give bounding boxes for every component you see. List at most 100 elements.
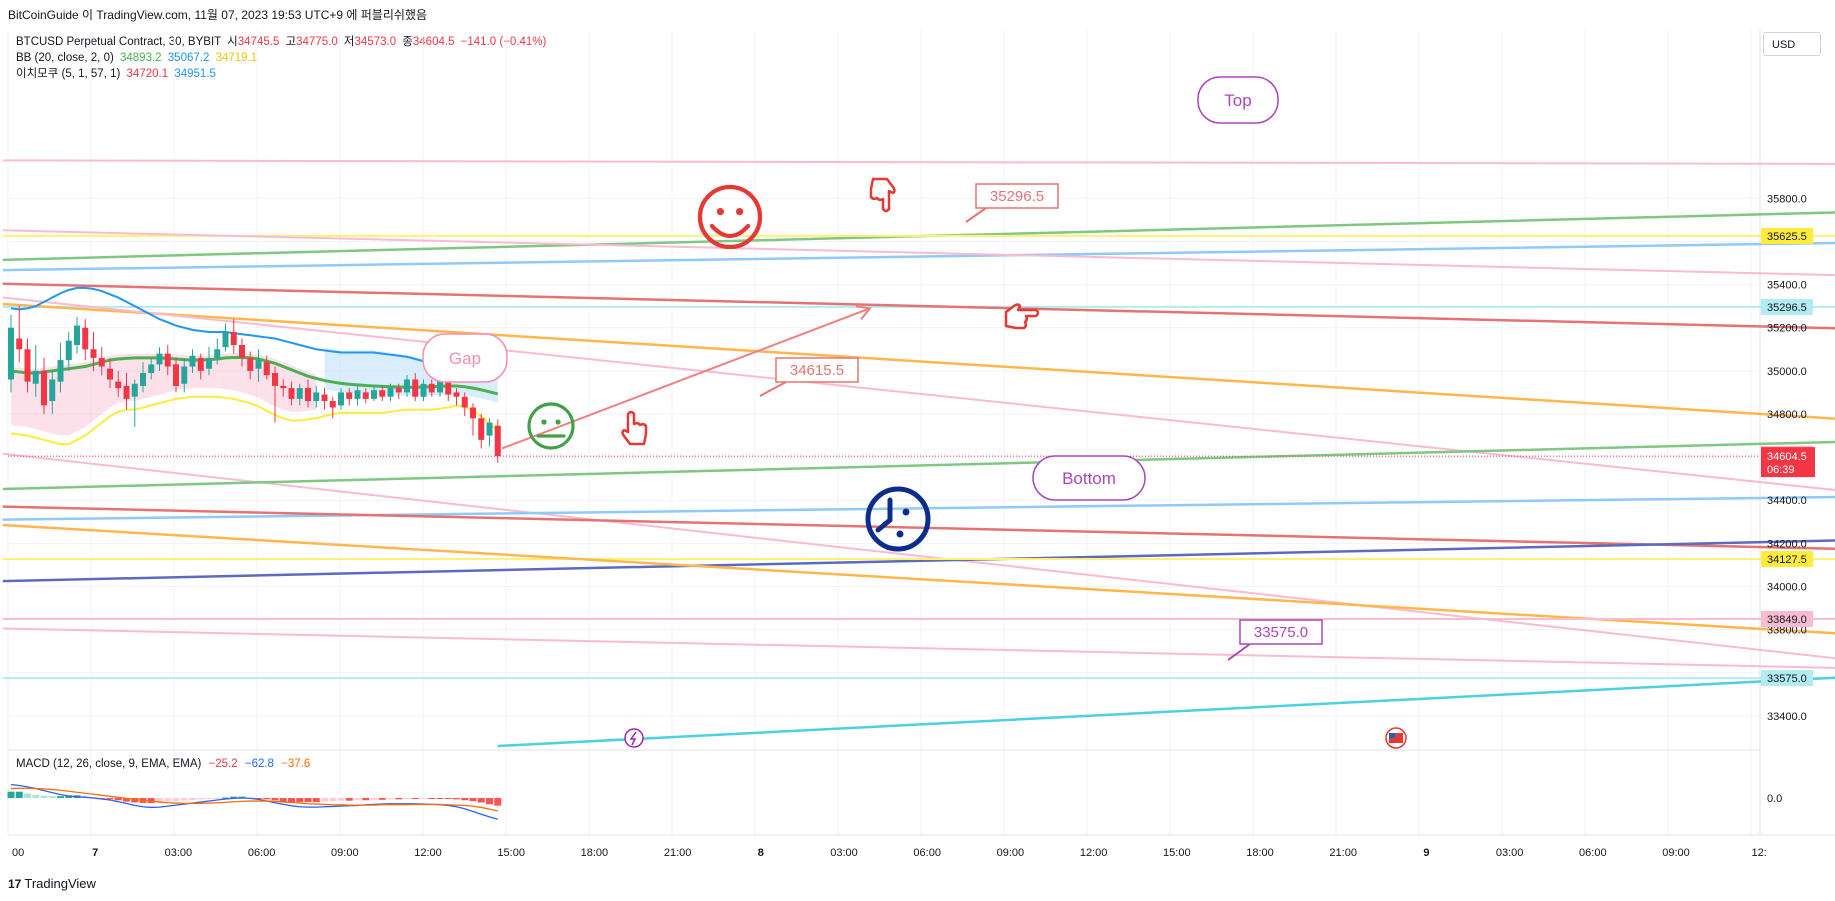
pointing-hand-right-icon xyxy=(1004,303,1040,330)
macd-hist-bar xyxy=(57,796,64,798)
trendline xyxy=(2,539,1835,583)
macd-hist-bar xyxy=(288,798,295,803)
callout-label: 33575.0 xyxy=(1254,624,1308,641)
candle-body xyxy=(90,349,97,358)
candle-body xyxy=(494,425,501,457)
macd-hist-bar xyxy=(205,798,213,799)
x-tick-label: 12:00 xyxy=(414,847,442,859)
trendline xyxy=(2,627,1835,669)
x-tick-label: 09:00 xyxy=(997,847,1025,859)
bb-upper-line xyxy=(10,286,499,375)
candle-body xyxy=(8,327,14,380)
candle-body xyxy=(49,379,56,402)
candle-body xyxy=(321,394,328,402)
ichimoku-legend-row[interactable]: 이치모쿠 (5, 1, 57, 1) 34720.1 34951.5 xyxy=(16,66,546,82)
countdown-text: 06:39 xyxy=(1767,464,1795,476)
macd-hist-bar xyxy=(362,798,370,801)
candle-body xyxy=(486,422,493,436)
face-eye-left xyxy=(541,419,547,425)
bb-title: BB (20, close, 2, 0) xyxy=(16,52,114,64)
smiley-face-icon xyxy=(697,184,763,250)
candle-body xyxy=(115,381,122,389)
bubble-box xyxy=(1197,76,1279,124)
x-tick-label: 9 xyxy=(1423,847,1429,859)
macd-hist-bar xyxy=(213,798,221,799)
macd-hist-bar xyxy=(337,798,345,801)
macd-hist-bar xyxy=(312,798,320,803)
y-tick-label: 35800.0 xyxy=(1767,193,1807,205)
x-tick-label: 21:00 xyxy=(1329,847,1357,859)
macd-tick-label: 0.0 xyxy=(1767,793,1782,805)
hand-shape xyxy=(621,410,648,446)
macd-legend[interactable]: MACD (12, 26, close, 9, EMA, EMA) −25.2 … xyxy=(16,758,310,770)
y-tick-label: 34000.0 xyxy=(1767,581,1807,593)
macd-signal-value: −37.6 xyxy=(281,758,311,770)
trendline xyxy=(2,523,1835,635)
macd-hist-bar xyxy=(48,796,56,798)
lightning-bolt xyxy=(629,731,637,746)
bb-lower-value: 34719.1 xyxy=(215,52,258,64)
candle-body xyxy=(470,407,476,419)
macd-hist-bar xyxy=(469,798,477,802)
candle-body xyxy=(173,364,179,386)
candle-body xyxy=(214,349,221,358)
candle-body xyxy=(263,362,270,376)
candle-body xyxy=(222,332,229,348)
bb-legend-row[interactable]: BB (20, close, 2, 0) 34893.2 35067.2 347… xyxy=(16,50,546,66)
clock-dot xyxy=(896,530,904,538)
candle-body xyxy=(148,364,155,374)
face-outline xyxy=(527,402,575,450)
candle-body xyxy=(57,360,64,382)
candle-body xyxy=(420,383,427,397)
price-label-text: 33575.0 xyxy=(1767,673,1807,685)
macd-line xyxy=(10,783,498,820)
candle-body xyxy=(16,338,23,350)
macd-hist-bar xyxy=(395,798,403,800)
macd-hist-bar xyxy=(24,793,31,798)
macd-hist-bar xyxy=(7,791,15,798)
trendline xyxy=(2,452,1835,660)
price-label-text: 34127.5 xyxy=(1767,554,1807,566)
trendline xyxy=(2,505,1835,551)
candle-body xyxy=(445,381,452,395)
candle-body xyxy=(296,388,303,399)
candle-body xyxy=(404,379,410,393)
tradingview-footer[interactable]: 17 TradingView xyxy=(8,876,96,891)
macd-hist-value: −25.2 xyxy=(208,758,238,770)
arrow-line xyxy=(501,307,871,450)
face-mouth xyxy=(709,223,751,239)
callout-label: 34615.5 xyxy=(790,362,844,379)
x-tick-label: 15:00 xyxy=(1163,847,1191,859)
candle-body xyxy=(74,325,80,345)
macd-hist-bar xyxy=(156,798,163,803)
macd-hist-bar xyxy=(486,798,493,805)
candle-body xyxy=(371,390,377,399)
macd-hist-bar xyxy=(436,798,444,799)
face-eye-right xyxy=(555,419,561,425)
macd-hist-bar xyxy=(428,798,436,799)
price-label-text: 35296.5 xyxy=(1767,302,1807,314)
macd-hist-bar xyxy=(238,796,246,798)
candle-body xyxy=(156,353,163,365)
macd-hist-bar xyxy=(370,798,378,800)
candle-body xyxy=(189,355,196,367)
clock-dot xyxy=(902,508,910,516)
bubble-box xyxy=(422,333,508,383)
x-tick-label: 21:00 xyxy=(664,847,692,859)
candle-body xyxy=(313,392,320,402)
currency-button[interactable]: USD xyxy=(1763,32,1821,56)
candle-body xyxy=(255,360,262,369)
trendline xyxy=(2,159,1835,165)
candle-body xyxy=(239,344,245,358)
macd-hist-bar xyxy=(164,798,172,802)
candle-body xyxy=(41,370,47,406)
macd-hist-bar xyxy=(222,797,229,799)
ichimoku-value-1: 34720.1 xyxy=(126,68,169,80)
last-price-text: 34604.5 xyxy=(1767,451,1807,463)
price-label-box xyxy=(1761,298,1813,315)
x-tick-label: 06:00 xyxy=(248,847,276,859)
macd-hist-bar xyxy=(420,798,427,799)
macd-hist-bar xyxy=(271,798,279,801)
bb-upper-value: 35067.2 xyxy=(167,52,210,64)
